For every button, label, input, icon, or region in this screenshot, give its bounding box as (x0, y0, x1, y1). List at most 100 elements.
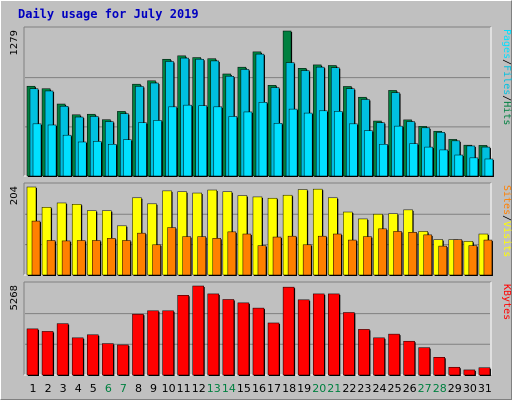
kbytes-bar-21 (328, 293, 340, 376)
visits-bar-16 (252, 196, 263, 276)
pages-bar-15 (243, 111, 253, 177)
pages-bar-27 (424, 146, 433, 177)
sites-bar-21 (333, 233, 342, 276)
pages-bar-28 (439, 149, 448, 177)
pages-bar-19 (303, 112, 313, 177)
pages-bar-13 (213, 106, 223, 177)
panel-2-legend: KBytes (501, 284, 512, 320)
day-label-28: 28 (433, 382, 447, 395)
sites-bar-9 (152, 244, 161, 276)
pages-bar-10 (168, 106, 177, 177)
day-label-26: 26 (403, 382, 417, 395)
visits-bar-12 (192, 192, 202, 276)
pages-bar-1 (32, 123, 42, 177)
legend-entry-1-0: Sites (501, 185, 512, 215)
pages-bar-7 (123, 139, 132, 177)
pages-bar-17 (273, 123, 283, 177)
day-label-5: 5 (90, 382, 97, 395)
panel-2-scale-label: 5268 (9, 285, 20, 310)
day-label-6: 6 (105, 382, 112, 395)
legend-entry-0-2: Files (501, 65, 512, 95)
kbytes-bar-27 (418, 347, 430, 376)
kbytes-bar-1 (26, 328, 39, 376)
kbytes-bar-19 (297, 299, 310, 376)
day-label-3: 3 (60, 382, 67, 395)
visits-bar-3 (56, 202, 67, 276)
sites-bar-23 (363, 236, 372, 276)
kbytes-bar-4 (71, 337, 84, 376)
day-label-8: 8 (135, 382, 142, 395)
day-label-25: 25 (388, 382, 402, 395)
day-label-17: 17 (267, 382, 281, 395)
day-label-10: 10 (162, 382, 176, 395)
sites-bar-12 (197, 236, 206, 276)
visits-bar-20 (312, 188, 323, 276)
pages-bar-30 (469, 157, 479, 177)
kbytes-bar-18 (282, 286, 295, 376)
kbytes-bar-26 (403, 340, 415, 376)
day-label-1: 1 (30, 382, 37, 395)
kbytes-bar-20 (312, 293, 325, 376)
sites-bar-17 (272, 236, 282, 276)
sites-bar-3 (61, 240, 71, 276)
sites-bar-8 (137, 232, 146, 276)
pages-bar-24 (379, 144, 388, 177)
sites-bar-30 (468, 245, 478, 276)
sites-bar-7 (122, 240, 131, 276)
pages-bar-11 (183, 104, 192, 177)
sites-bar-11 (182, 236, 191, 276)
visits-bar-19 (297, 189, 308, 276)
kbytes-bar-17 (267, 322, 280, 376)
day-label-31: 31 (478, 382, 492, 395)
day-label-11: 11 (177, 382, 191, 395)
kbytes-bar-16 (252, 307, 265, 376)
kbytes-bar-25 (388, 333, 400, 376)
pages-bar-16 (258, 102, 268, 177)
legend-entry-0-0: Pages (501, 29, 512, 59)
legend-entry-2-0: KBytes (501, 284, 512, 320)
day-label-14: 14 (222, 382, 236, 395)
day-label-21: 21 (327, 382, 341, 395)
pages-bar-6 (108, 144, 117, 177)
kbytes-bar-10 (162, 310, 174, 376)
day-label-30: 30 (463, 382, 477, 395)
day-label-15: 15 (237, 382, 251, 395)
legend-entry-0-1: / (501, 59, 512, 65)
visits-bar-4 (71, 204, 82, 276)
kbytes-bar-12 (192, 285, 204, 376)
sites-bar-24 (378, 228, 387, 276)
pages-bar-2 (47, 124, 57, 177)
kbytes-bar-8 (132, 313, 144, 376)
kbytes-bar-3 (56, 323, 69, 376)
sites-bar-16 (257, 245, 267, 276)
visits-bar-18 (282, 194, 293, 276)
sites-bar-25 (393, 231, 402, 276)
pages-bar-4 (77, 141, 87, 177)
visits-bar-13 (207, 189, 218, 276)
day-label-29: 29 (448, 382, 462, 395)
day-label-2: 2 (45, 382, 52, 395)
sites-bar-29 (453, 239, 463, 276)
legend-entry-0-3: / (501, 95, 512, 101)
kbytes-bar-5 (87, 334, 99, 376)
kbytes-bar-31 (478, 367, 491, 376)
legend-entry-0-4: Hits (501, 101, 512, 125)
pages-bar-18 (288, 108, 298, 177)
day-label-27: 27 (418, 382, 432, 395)
sites-bar-15 (242, 233, 252, 276)
kbytes-bar-9 (147, 310, 159, 376)
pages-bar-20 (318, 110, 328, 177)
pages-bar-21 (334, 111, 343, 177)
sites-bar-26 (408, 232, 417, 276)
pages-bar-14 (228, 116, 238, 177)
sites-bar-13 (212, 238, 222, 276)
pages-bar-22 (349, 123, 358, 177)
pages-bar-23 (364, 130, 373, 177)
sites-bar-2 (46, 240, 56, 276)
panel-1-legend: Sites/Visits (501, 185, 512, 257)
kbytes-bar-13 (207, 293, 220, 376)
day-label-19: 19 (297, 382, 311, 395)
visits-bar-11 (177, 191, 187, 276)
sites-bar-14 (227, 231, 237, 276)
